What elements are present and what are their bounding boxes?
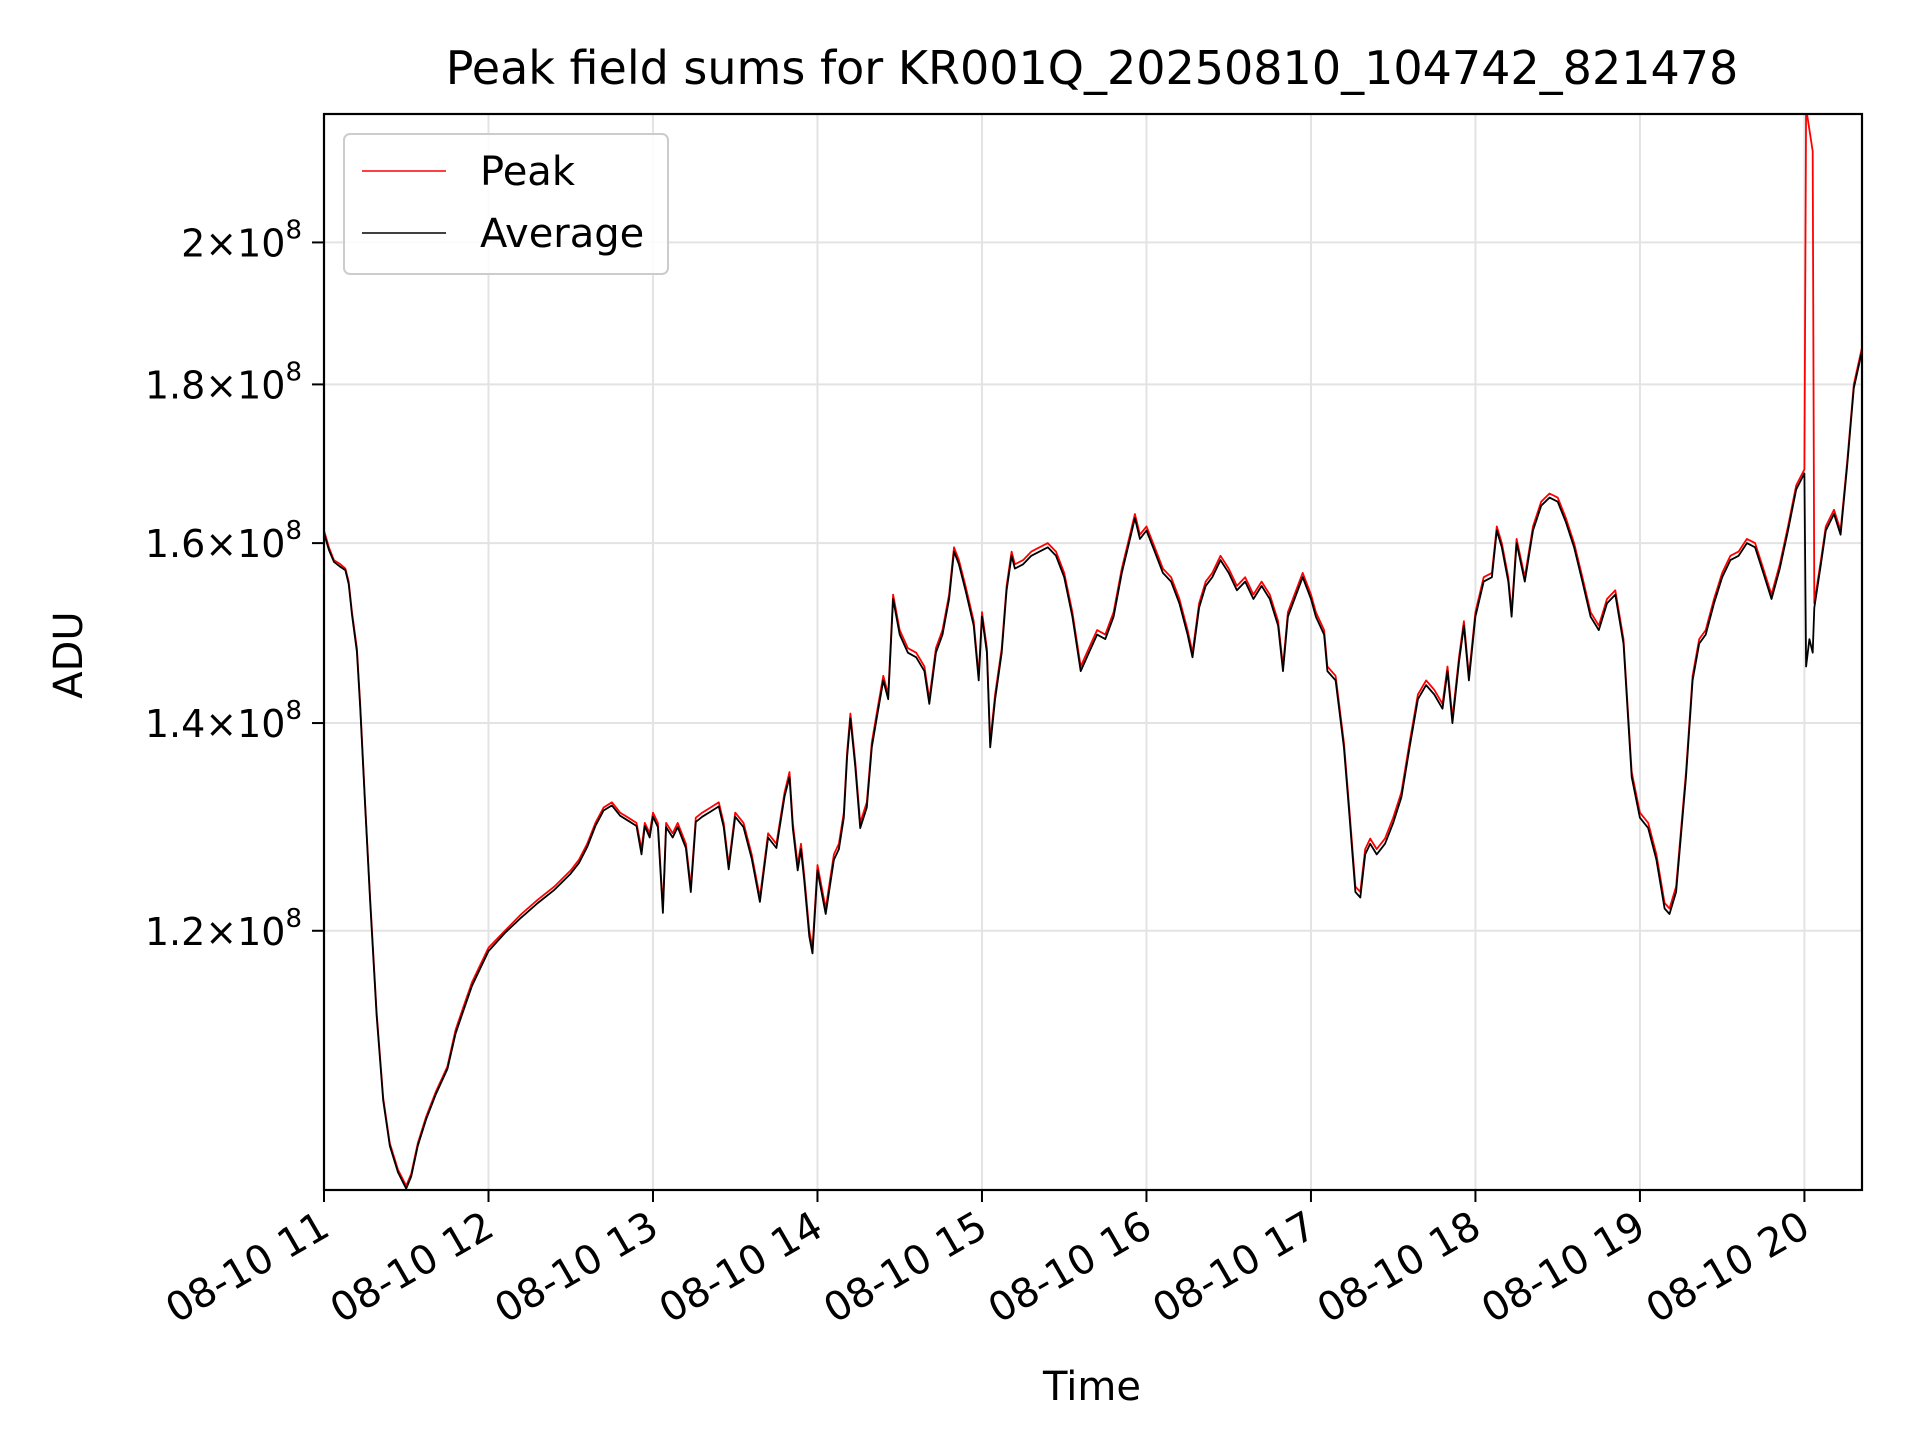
chart-title: Peak field sums for KR001Q_20250810_1047… bbox=[446, 41, 1739, 95]
series-line-average bbox=[324, 350, 1862, 1190]
x-axis-label: Time bbox=[1042, 1364, 1141, 1410]
y-tick-label: 1.4×108 bbox=[145, 696, 302, 746]
plot-lines bbox=[324, 114, 1862, 1190]
plot-frame bbox=[322, 112, 1864, 1192]
y-tick-label: 2×108 bbox=[181, 215, 302, 265]
grid bbox=[323, 114, 1862, 1190]
y-tick-label: 1.8×108 bbox=[145, 357, 302, 407]
legend-label-average: Average bbox=[480, 211, 644, 257]
y-tick-label: 1.6×108 bbox=[145, 516, 302, 566]
legend: Peak Average bbox=[343, 133, 669, 275]
legend-box bbox=[343, 133, 669, 275]
legend-label-peak: Peak bbox=[480, 149, 576, 195]
y-axis-label: ADU bbox=[46, 611, 92, 698]
y-tick-label: 1.2×108 bbox=[145, 904, 302, 954]
series-line-peak bbox=[324, 114, 1862, 1187]
y-axis-ticks: 1.2×108 1.4×108 1.6×108 1.8×108 2×108 bbox=[145, 215, 324, 954]
